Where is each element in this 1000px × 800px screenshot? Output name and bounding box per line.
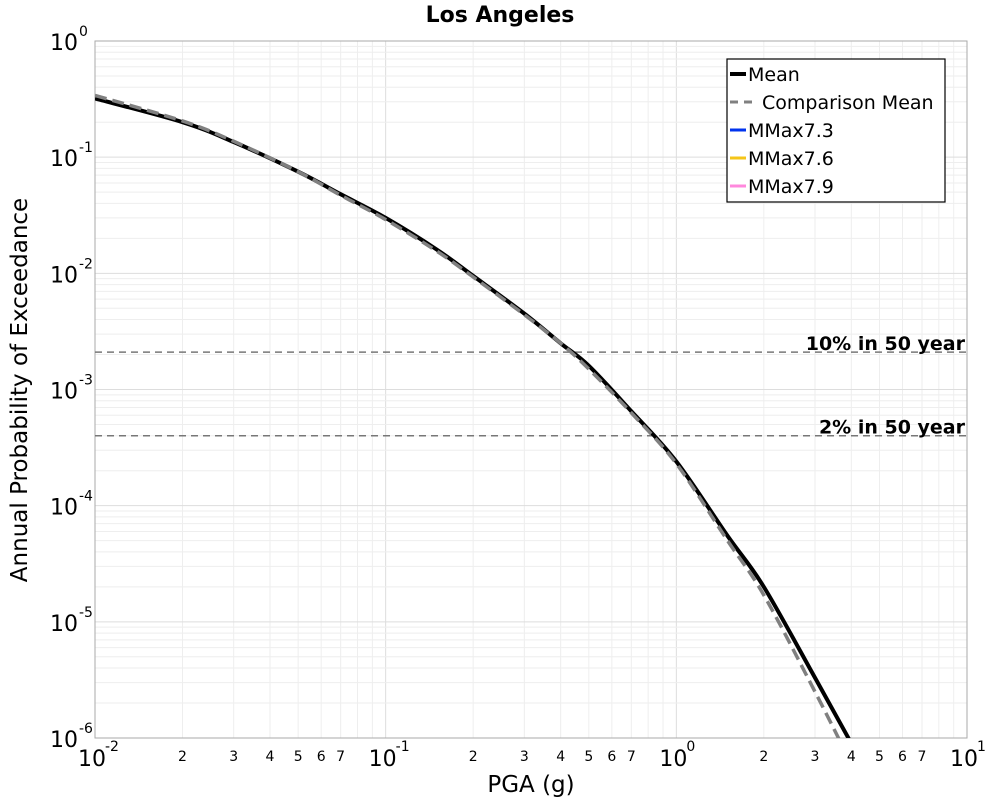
x-minor-tick-label: 6 bbox=[317, 749, 326, 765]
legend: Mean Comparison Mean MMax7.3 MMax7.6 MMax7.9 bbox=[726, 58, 946, 203]
y-tick-base: 10 bbox=[50, 31, 78, 56]
y-tick-exponent: -1 bbox=[79, 140, 93, 156]
y-tick-exponent: -3 bbox=[79, 373, 93, 389]
x-tick-exponent: -1 bbox=[396, 739, 410, 755]
x-minor-tick-label: 4 bbox=[266, 749, 275, 765]
y-tick-exponent: -6 bbox=[79, 721, 93, 737]
x-minor-tick-label: 2 bbox=[469, 749, 478, 765]
x-minor-tick-label: 6 bbox=[607, 749, 616, 765]
legend-label: MMax7.3 bbox=[748, 120, 834, 142]
x-major-tick-label: 10 -2 bbox=[78, 739, 119, 772]
legend-entry: Mean bbox=[730, 64, 800, 86]
x-minor-tick-label: 3 bbox=[229, 749, 238, 765]
y-tick-exponent: -5 bbox=[79, 605, 93, 621]
x-minor-tick-label: 7 bbox=[918, 749, 927, 765]
legend-box bbox=[726, 58, 946, 203]
y-tick-exponent: -4 bbox=[79, 489, 93, 505]
x-tick-exponent: 0 bbox=[686, 739, 695, 755]
y-major-tick-label: 10 -1 bbox=[50, 140, 93, 172]
x-minor-tick-label: 4 bbox=[556, 749, 565, 765]
plot-frame bbox=[94, 40, 968, 739]
x-minor-tick-label: 3 bbox=[520, 749, 529, 765]
x-minor-tick-label: 6 bbox=[898, 749, 907, 765]
legend-label: Mean bbox=[748, 64, 800, 86]
legend-entry: Comparison Mean bbox=[730, 92, 934, 114]
y-tick-base: 10 bbox=[50, 728, 78, 753]
y-major-tick-label: 10 -4 bbox=[50, 489, 93, 521]
x-tick-base: 10 bbox=[950, 747, 978, 772]
x-minor-tick-label: 7 bbox=[627, 749, 636, 765]
x-major-tick-label: 10 1 bbox=[950, 739, 986, 772]
x-major-tick-label: 10 0 bbox=[659, 739, 695, 772]
legend-entry: MMax7.9 bbox=[730, 176, 834, 198]
x-tick-exponent: 1 bbox=[977, 739, 986, 755]
y-major-tick-label: 10 -2 bbox=[50, 256, 93, 288]
x-minor-tick-label: 4 bbox=[847, 749, 856, 765]
y-major-tick-label: 10 0 bbox=[50, 24, 88, 56]
x-tick-exponent: -2 bbox=[105, 739, 119, 755]
x-major-tick-label: 10 -1 bbox=[369, 739, 410, 772]
x-tick-base: 10 bbox=[369, 747, 397, 772]
series-lines bbox=[95, 93, 851, 738]
y-tick-exponent: 0 bbox=[79, 24, 88, 40]
y-tick-base: 10 bbox=[50, 496, 78, 521]
y-major-tick-label: 10 -6 bbox=[50, 721, 93, 753]
legend-entry: MMax7.6 bbox=[730, 148, 834, 170]
reference-lines: 10% in 50 year 2% in 50 year bbox=[95, 333, 967, 439]
y-axis-label: Annual Probability of Exceedance bbox=[7, 198, 33, 582]
legend-label: MMax7.6 bbox=[748, 148, 834, 170]
reference-line-label: 2% in 50 year bbox=[819, 417, 966, 439]
grid bbox=[94, 41, 967, 739]
y-tick-base: 10 bbox=[50, 380, 78, 405]
y-tick-base: 10 bbox=[50, 147, 78, 172]
y-tick-exponent: -2 bbox=[79, 256, 93, 272]
y-major-tick-label: 10 -5 bbox=[50, 605, 93, 637]
legend-label: Comparison Mean bbox=[762, 92, 934, 114]
x-minor-tick-label: 5 bbox=[875, 749, 884, 765]
chart-title: Los Angeles bbox=[426, 3, 575, 28]
y-tick-base: 10 bbox=[50, 263, 78, 288]
tick-labels: 10 -2 10 -1 10 0 10 12 3 4 5 6 7 2 3 4 5 6 7 2 3 4 5 6 710 010 -11… bbox=[50, 24, 986, 772]
x-minor-tick-label: 7 bbox=[336, 749, 345, 765]
legend-label: MMax7.9 bbox=[748, 176, 834, 198]
x-minor-tick-label: 2 bbox=[759, 749, 768, 765]
x-axis-label: PGA (g) bbox=[487, 772, 574, 798]
x-tick-base: 10 bbox=[659, 747, 687, 772]
series-line-comparison-mean bbox=[95, 93, 841, 738]
legend-entry: MMax7.3 bbox=[730, 120, 834, 142]
x-minor-tick-label: 5 bbox=[584, 749, 593, 765]
y-tick-base: 10 bbox=[50, 612, 78, 637]
reference-line-label: 10% in 50 year bbox=[806, 333, 966, 355]
x-minor-tick-label: 3 bbox=[811, 749, 820, 765]
y-major-tick-label: 10 -3 bbox=[50, 373, 93, 405]
x-tick-base: 10 bbox=[78, 747, 106, 772]
x-minor-tick-label: 5 bbox=[294, 749, 303, 765]
x-minor-tick-label: 2 bbox=[178, 749, 187, 765]
